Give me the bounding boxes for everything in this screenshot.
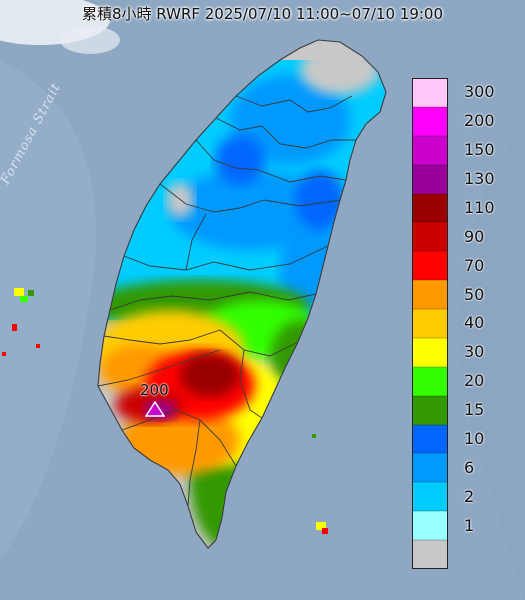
map-title: 累積8小時 RWRF 2025/07/10 11:00~07/10 19:00 [81, 5, 444, 23]
county-boundaries [97, 39, 387, 549]
legend-label: 50 [464, 284, 485, 304]
legend-label: 150 [464, 140, 495, 160]
legend-swatch [412, 164, 448, 194]
legend-item: 300 [412, 78, 512, 107]
legend-item: 40 [412, 309, 512, 338]
legend-swatch [412, 366, 448, 396]
legend-label: 10 [464, 428, 485, 448]
legend-item: 6 [412, 453, 512, 483]
legend-swatch [412, 280, 448, 309]
legend-swatch [412, 540, 448, 569]
legend-label: 30 [464, 342, 485, 362]
legend-swatch [412, 78, 448, 107]
legend-label: 20 [464, 371, 485, 391]
legend-item: 10 [412, 424, 512, 454]
offshore-islands [2, 288, 328, 534]
legend-swatch [412, 193, 448, 223]
legend-item: 200 [412, 106, 512, 136]
legend-item: 130 [412, 164, 512, 194]
legend-item: 150 [412, 135, 512, 165]
legend-label: 1 [464, 515, 475, 535]
legend-swatch [412, 106, 448, 136]
legend-label: 90 [464, 226, 485, 246]
legend-swatch [412, 395, 448, 425]
legend-label: 130 [464, 169, 495, 189]
legend-swatch [412, 482, 448, 512]
legend-label: 15 [464, 400, 485, 420]
legend-item: 20 [412, 366, 512, 396]
legend-item: 90 [412, 222, 512, 252]
legend-label: 70 [464, 255, 485, 275]
legend-label: 110 [464, 197, 495, 217]
legend-label: 6 [464, 457, 475, 477]
legend-item: 2 [412, 482, 512, 512]
legend-swatch [412, 337, 448, 367]
legend-item: 50 [412, 280, 512, 309]
max-rainfall-label: 200 [140, 381, 169, 399]
legend-swatch [412, 135, 448, 165]
legend-item: 70 [412, 251, 512, 281]
legend-swatch [412, 453, 448, 483]
legend-swatch [412, 309, 448, 338]
triangle-marker-icon [145, 401, 165, 417]
legend-item: 1 [412, 511, 512, 540]
legend-label: 40 [464, 313, 485, 333]
legend-swatch [412, 424, 448, 454]
legend-swatch [412, 222, 448, 252]
legend-item: 110 [412, 193, 512, 223]
color-legend: 300 200 150 130 110 90 70 50 40 30 20 15 10 6 2 1 [412, 78, 512, 569]
legend-label: 300 [464, 82, 495, 102]
legend-label: 2 [464, 486, 475, 506]
legend-item: 15 [412, 395, 512, 425]
legend-swatch [412, 511, 448, 540]
legend-swatch [412, 251, 448, 281]
legend-label: 200 [464, 111, 495, 131]
legend-item [412, 540, 512, 569]
legend-item: 30 [412, 337, 512, 367]
